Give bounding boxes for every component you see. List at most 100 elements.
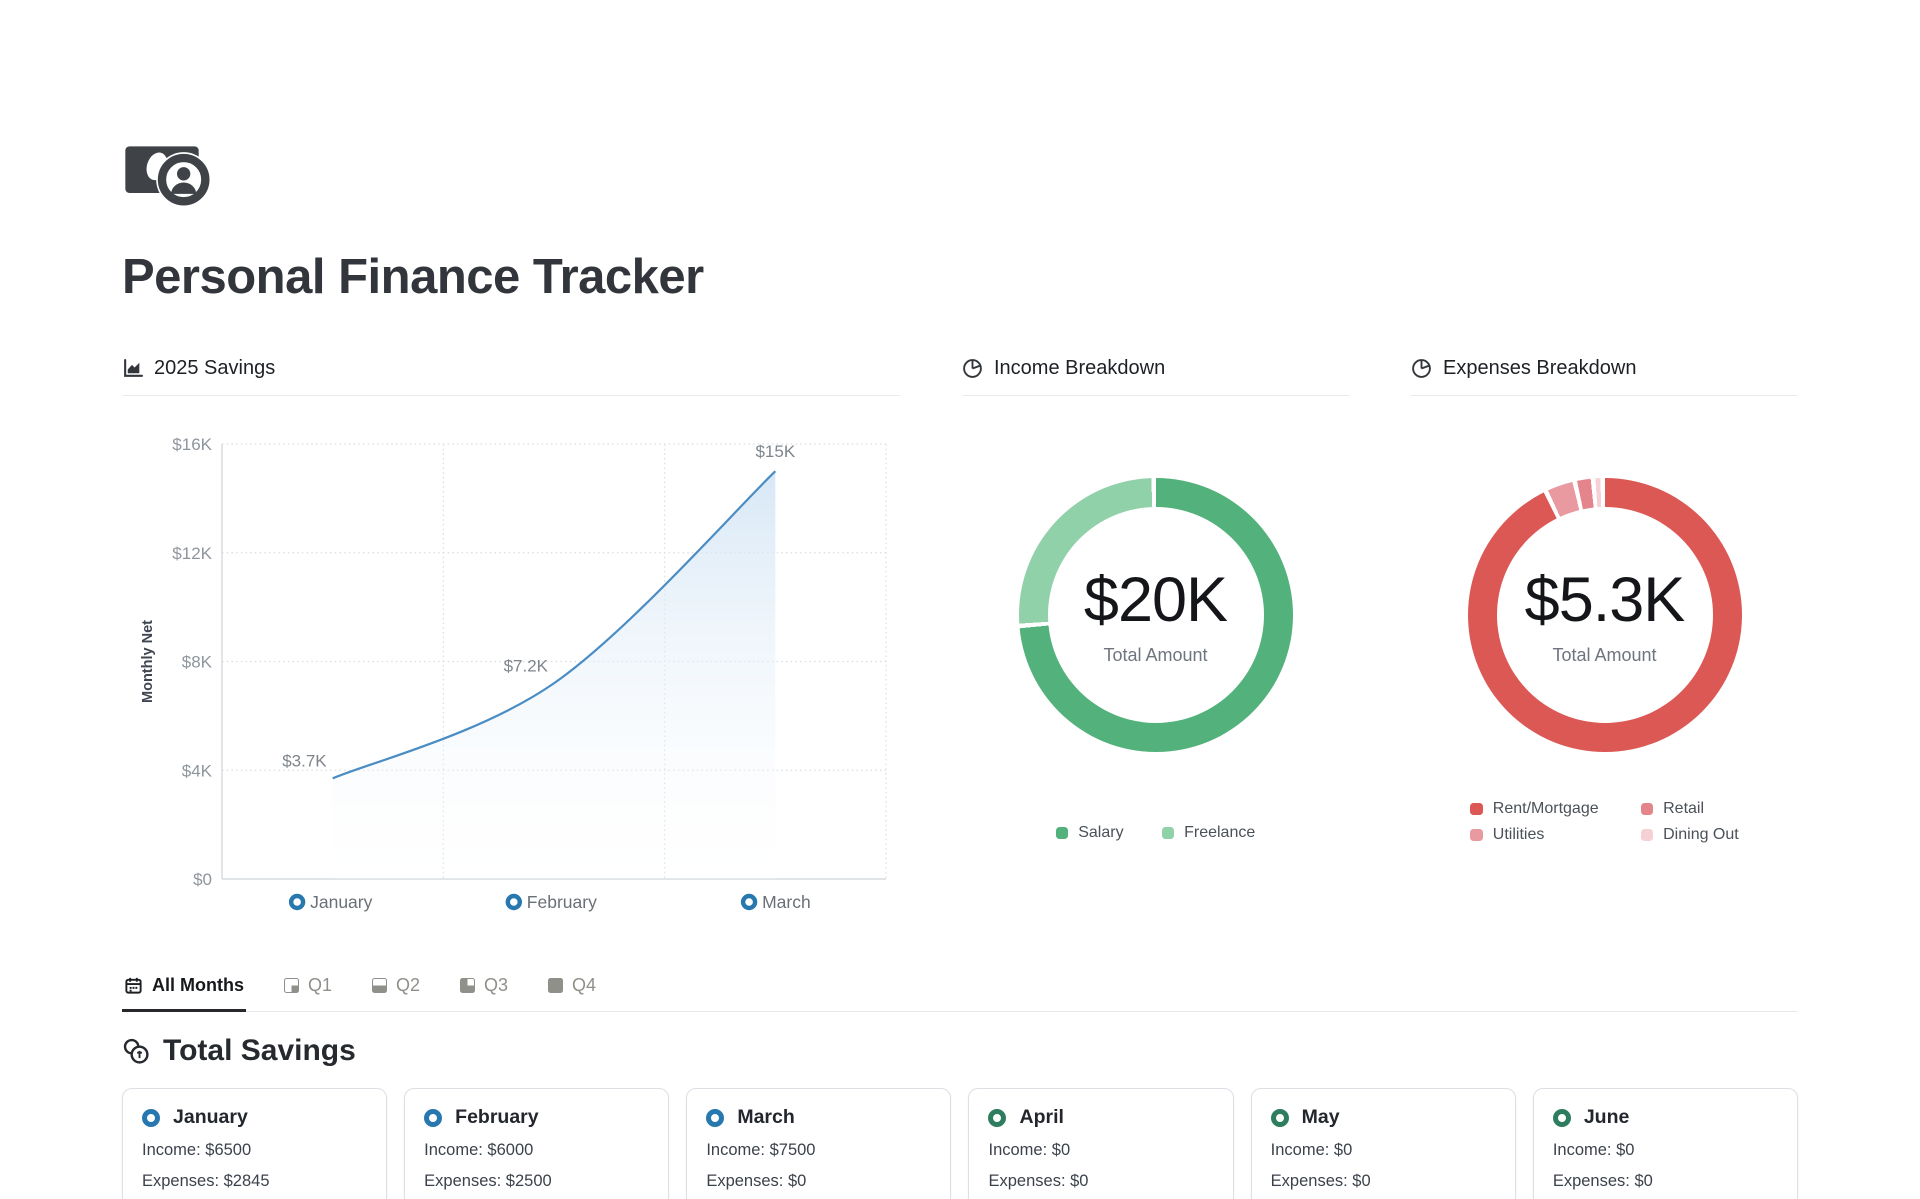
tab-label: Q4 bbox=[572, 975, 597, 995]
legend-swatch-icon bbox=[1470, 828, 1483, 842]
month-card[interactable]: March Income: $7500 Expenses: $0 Net: $7… bbox=[686, 1088, 952, 1199]
legend-item: Rent/Mortgage bbox=[1470, 800, 1599, 818]
quarter-2-icon bbox=[372, 978, 388, 993]
series-area bbox=[332, 471, 776, 879]
savings-panel-header: 2025 Savings bbox=[122, 357, 900, 396]
x-axis-label: February bbox=[527, 892, 597, 912]
y-tick-label: $8K bbox=[182, 653, 213, 672]
savings-panel-title: 2025 Savings bbox=[154, 357, 276, 379]
card-month: March bbox=[737, 1106, 795, 1128]
panel-savings: 2025 Savings $0 $4K $8K $12K $16K Monthly Net… bbox=[122, 357, 900, 949]
card-month: May bbox=[1301, 1106, 1340, 1128]
legend-swatch-icon bbox=[1470, 802, 1483, 816]
legend-item: Utilities bbox=[1470, 826, 1598, 844]
legend-swatch-icon bbox=[1640, 802, 1654, 816]
income-panel-title: Income Breakdown bbox=[994, 357, 1166, 379]
legend-item: Freelance bbox=[1161, 824, 1255, 842]
y-tick-label: $12K bbox=[172, 544, 212, 563]
tab-label: Q2 bbox=[396, 975, 421, 995]
card-month: February bbox=[455, 1106, 539, 1128]
series-line bbox=[332, 470, 777, 780]
expenses-total-value: $5.3K bbox=[1524, 565, 1686, 635]
month-card[interactable]: June Income: $0 Expenses: $0 Net: $0 bbox=[1532, 1088, 1798, 1199]
income-panel-header: Income Breakdown bbox=[962, 357, 1349, 396]
brand-logo bbox=[122, 138, 1798, 213]
calendar-icon bbox=[125, 977, 142, 994]
month-marker-icon bbox=[142, 1108, 160, 1127]
point-label: $3.7K bbox=[282, 751, 327, 770]
month-marker-icon bbox=[1552, 1108, 1571, 1127]
tabs-bar: All Months Q1 Q2 Q3 Q4 bbox=[122, 975, 1798, 1012]
month-card[interactable]: April Income: $0 Expenses: $0 Net: $0 bbox=[968, 1088, 1234, 1199]
tab-label: Q1 bbox=[308, 975, 333, 995]
legend-item: Retail bbox=[1640, 800, 1739, 818]
income-donut: $20K Total Amount bbox=[1018, 478, 1293, 752]
point-label: $15K bbox=[755, 442, 795, 461]
month-card[interactable]: January Income: $6500 Expenses: $2845 Ne… bbox=[122, 1088, 388, 1199]
savings-line-chart: $0 $4K $8K $12K $16K Monthly Net $3.7K $7.2K $15… bbox=[140, 435, 887, 912]
legend-swatch-icon bbox=[1055, 826, 1069, 840]
card-income: Income: $0 bbox=[1552, 1141, 1635, 1159]
expenses-panel-header: Expenses Breakdown bbox=[1411, 357, 1798, 396]
card-expenses: Expenses: $2845 bbox=[142, 1172, 270, 1190]
quarter-4-icon bbox=[548, 978, 564, 993]
panel-income: Income Breakdown $20K Total Amount Salar… bbox=[962, 357, 1349, 949]
cards-grid: January Income: $6500 Expenses: $2845 Ne… bbox=[122, 1088, 1798, 1199]
legend-item: Dining Out bbox=[1640, 826, 1739, 844]
expenses-total-caption: Total Amount bbox=[1552, 645, 1657, 665]
legend-swatch-icon bbox=[1640, 828, 1654, 842]
income-total-value: $20K bbox=[1083, 565, 1228, 635]
income-total-caption: Total Amount bbox=[1103, 645, 1208, 665]
tab-q3[interactable]: Q3 bbox=[458, 975, 510, 1012]
month-marker-icon bbox=[505, 893, 522, 911]
legend-swatch-icon bbox=[1161, 826, 1175, 840]
total-savings-title: Total Savings bbox=[163, 1034, 356, 1067]
month-marker-icon bbox=[424, 1108, 443, 1127]
income-legend: Salary Freelance bbox=[962, 824, 1349, 842]
quarter-3-icon bbox=[460, 978, 476, 993]
card-month: June bbox=[1583, 1106, 1630, 1128]
y-tick-label: $16K bbox=[172, 435, 212, 454]
card-income: Income: $0 bbox=[1270, 1141, 1353, 1159]
month-marker-icon bbox=[1270, 1108, 1289, 1127]
page-title: Personal Finance Tracker bbox=[122, 250, 704, 304]
card-income: Income: $6500 bbox=[142, 1141, 252, 1159]
card-expenses: Expenses: $0 bbox=[1552, 1172, 1653, 1190]
month-marker-icon bbox=[288, 893, 306, 911]
tab-label: Q3 bbox=[484, 975, 509, 995]
expenses-panel-title: Expenses Breakdown bbox=[1443, 357, 1637, 379]
panels-row: 2025 Savings $0 $4K $8K $12K $16K Monthly Net… bbox=[122, 357, 1798, 949]
panel-expenses: Expenses Breakdown $5.3K Total Amount Re… bbox=[1411, 357, 1798, 949]
tab-q4[interactable]: Q4 bbox=[546, 975, 598, 1012]
income-donut-center: $20K Total Amount bbox=[1019, 478, 1293, 752]
x-axis-label: March bbox=[762, 892, 811, 912]
card-expenses: Expenses: $0 bbox=[706, 1172, 807, 1190]
quarter-1-icon bbox=[284, 978, 299, 993]
legend-item: Salary bbox=[1055, 824, 1124, 842]
tab-all-months[interactable]: All Months bbox=[122, 975, 246, 1012]
card-expenses: Expenses: $2500 bbox=[424, 1172, 552, 1190]
tab-label: All Months bbox=[152, 975, 244, 995]
coins-icon bbox=[123, 1038, 149, 1064]
month-card[interactable]: May Income: $0 Expenses: $0 Net: $0 bbox=[1250, 1088, 1516, 1199]
tab-q1[interactable]: Q1 bbox=[282, 975, 334, 1012]
month-marker-icon bbox=[740, 893, 758, 911]
card-month: January bbox=[173, 1106, 248, 1128]
y-tick-label: $4K bbox=[182, 761, 213, 780]
area-chart-icon bbox=[124, 359, 143, 377]
month-card[interactable]: February Income: $6000 Expenses: $2500 N… bbox=[404, 1088, 670, 1199]
y-axis-title: Monthly Net bbox=[140, 620, 156, 703]
card-month: April bbox=[1019, 1106, 1064, 1128]
pie-chart-icon bbox=[1412, 359, 1431, 378]
point-label: $7.2K bbox=[504, 656, 549, 675]
tab-q2[interactable]: Q2 bbox=[370, 975, 422, 1012]
money-coin-logo-icon bbox=[125, 146, 212, 208]
expenses-legend: Rent/Mortgage Utilities Retail Dining Ou… bbox=[1411, 800, 1798, 844]
expenses-donut-center: $5.3K Total Amount bbox=[1468, 478, 1742, 752]
card-income: Income: $7500 bbox=[706, 1141, 816, 1159]
x-axis-label: January bbox=[310, 892, 373, 912]
card-expenses: Expenses: $0 bbox=[988, 1172, 1089, 1190]
card-income: Income: $0 bbox=[988, 1141, 1071, 1159]
card-expenses: Expenses: $0 bbox=[1270, 1172, 1371, 1190]
total-savings-heading: Total Savings bbox=[122, 1034, 1798, 1068]
